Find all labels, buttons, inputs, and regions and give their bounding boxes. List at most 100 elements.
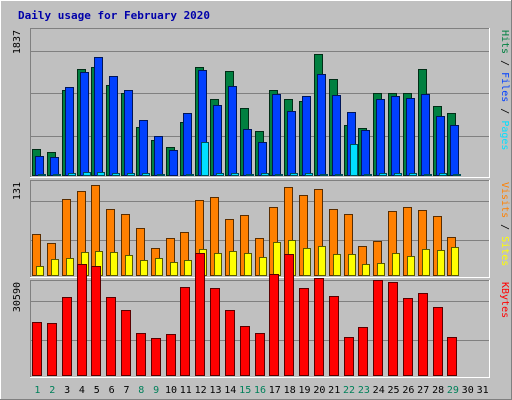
bar-kbytes-day-6	[106, 297, 116, 376]
bar-files-day-3	[65, 87, 74, 176]
bar-files-day-1	[35, 156, 44, 176]
bar-kbytes-day-2	[47, 323, 57, 376]
x-tick-label: 12	[195, 385, 207, 396]
bar-kbytes-day-27	[418, 293, 428, 376]
bar-sites-day-1	[36, 266, 44, 276]
bar-pages-day-4	[83, 172, 91, 176]
legend-bottom: KBytes	[499, 282, 510, 318]
bar-pages-day-17	[275, 174, 283, 176]
bar-files-day-8	[139, 120, 148, 176]
bar-pages-day-23	[364, 174, 372, 176]
x-tick-label: 7	[123, 385, 129, 396]
x-tick-label: 24	[373, 385, 385, 396]
legend-sites: Sites	[499, 236, 510, 266]
legend-visits: Visits	[499, 182, 510, 218]
x-tick-label: 14	[224, 385, 236, 396]
bar-pages-day-6	[112, 173, 120, 176]
bar-files-day-27	[421, 94, 430, 176]
bar-kbytes-day-12	[195, 253, 205, 376]
panel-bottom: 30590 KBytes	[12, 253, 510, 378]
bar-sites-day-27	[422, 249, 430, 276]
bar-files-day-6	[109, 76, 118, 176]
bar-sites-day-3	[66, 258, 74, 276]
bar-sites-day-29	[451, 247, 459, 276]
bar-files-day-17	[272, 94, 281, 176]
x-tick-label: 16	[254, 385, 266, 396]
bar-pages-day-22	[350, 144, 358, 176]
bar-pages-day-11	[186, 174, 194, 176]
bar-kbytes-day-11	[180, 287, 190, 376]
bar-files-day-25	[391, 96, 400, 176]
bar-sites-day-7	[125, 255, 133, 276]
bar-sites-day-14	[229, 251, 237, 276]
bar-sites-day-26	[407, 256, 415, 276]
bar-files-day-14	[228, 86, 237, 176]
x-tick-label: 28	[432, 385, 444, 396]
chart-panels: 1837 Hits / Files / Pages 131 Visits / Site…	[12, 28, 510, 378]
bar-kbytes-day-9	[151, 338, 161, 376]
bar-pages-day-9	[157, 174, 165, 176]
x-tick-label: 8	[138, 385, 144, 396]
bar-kbytes-day-22	[344, 337, 354, 376]
bar-pages-day-8	[142, 173, 150, 176]
bar-pages-day-7	[127, 173, 135, 176]
bar-kbytes-day-14	[225, 310, 235, 376]
bar-pages-day-18	[290, 173, 298, 176]
bar-kbytes-day-20	[314, 278, 324, 376]
bar-files-day-21	[332, 95, 341, 176]
bar-kbytes-day-26	[403, 298, 413, 376]
bar-pages-day-19	[305, 173, 313, 176]
x-tick-label: 1	[34, 385, 40, 396]
bar-pages-day-14	[231, 173, 239, 176]
bar-pages-day-15	[246, 174, 254, 176]
bar-files-day-10	[169, 150, 178, 176]
y-max-label: 30590	[12, 282, 23, 312]
bar-kbytes-day-10	[166, 334, 176, 376]
bar-kbytes-day-15	[240, 326, 250, 376]
x-tick-label: 22	[343, 385, 355, 396]
legend-mid: Visits / Sites	[499, 182, 510, 266]
x-tick-label: 23	[358, 385, 370, 396]
bar-kbytes-day-1	[32, 322, 42, 376]
bar-files-day-5	[94, 57, 103, 176]
bar-files-day-7	[124, 90, 133, 176]
y-max-label: 131	[12, 182, 23, 200]
bar-kbytes-day-24	[373, 280, 383, 376]
y-max-label: 1837	[12, 30, 23, 54]
bar-files-day-18	[287, 111, 296, 176]
bar-sites-day-13	[214, 253, 222, 276]
bar-pages-day-24	[379, 173, 387, 176]
bar-pages-day-16	[261, 173, 269, 176]
x-tick-label: 21	[328, 385, 340, 396]
bar-sites-day-23	[362, 264, 370, 276]
legend-pages: Pages	[499, 120, 510, 150]
bar-pages-day-26	[409, 173, 417, 176]
legend-kbytes: KBytes	[499, 282, 510, 318]
bar-pages-day-27	[424, 174, 432, 176]
bar-pages-day-29	[453, 174, 461, 176]
bar-pages-day-1	[38, 174, 46, 176]
series-pages	[38, 142, 461, 176]
bar-sites-day-17	[273, 242, 281, 276]
bar-sites-day-28	[437, 250, 445, 276]
x-tick-label: 18	[284, 385, 296, 396]
bar-pages-day-25	[394, 173, 402, 176]
bar-files-day-15	[243, 129, 252, 176]
bar-files-day-20	[317, 74, 326, 176]
bar-sites-day-8	[140, 260, 148, 276]
x-tick-label: 5	[94, 385, 100, 396]
bar-files-day-29	[450, 125, 459, 176]
bar-pages-day-3	[68, 173, 76, 176]
bar-sites-day-2	[51, 259, 59, 276]
bar-kbytes-day-23	[358, 327, 368, 376]
panel-mid: 131 Visits / Sites	[12, 180, 510, 278]
bar-sites-day-9	[155, 258, 163, 276]
bar-files-day-26	[406, 98, 415, 176]
bar-sites-day-21	[333, 254, 341, 276]
bar-kbytes-day-21	[329, 296, 339, 376]
bar-kbytes-day-4	[77, 264, 87, 376]
bar-files-day-4	[80, 72, 89, 176]
bar-pages-day-20	[320, 174, 328, 176]
